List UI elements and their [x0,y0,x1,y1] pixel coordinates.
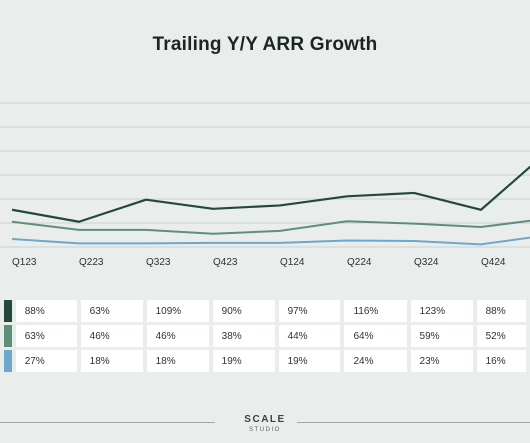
table-cell: 88% [15,300,77,322]
x-tick-label: Q123 [12,257,37,268]
table-cell: 18% [146,350,209,372]
table-cell: 38% [212,325,275,347]
table-cell: 116% [344,300,407,322]
series-line-3 [11,236,530,246]
table-row: 88% 63% 109% 90% 97% 116% 123% 88% [4,300,526,322]
table-cell: 46% [146,325,209,347]
table-cell: 64% [344,325,407,347]
logo-divider-left [0,422,215,423]
table-cell: 109% [146,300,209,322]
table-cell: 63% [80,300,143,322]
logo-divider-right [297,422,530,423]
line-chart: Q123 Q223 Q323 Q423 Q124 Q224 Q324 Q424 [0,102,530,268]
series-line-2 [11,219,530,235]
table-cell: 44% [278,325,341,347]
series-swatch [4,325,12,347]
series-swatch [4,300,12,322]
x-tick-label: Q224 [347,257,372,268]
x-tick-label: Q124 [280,257,305,268]
x-tick-label: Q323 [146,257,171,268]
table-cell: 18% [80,350,143,372]
x-tick-label: Q423 [213,257,238,268]
x-tick-label: Q424 [481,257,506,268]
table-cell: 23% [410,350,473,372]
scale-studio-logo: SCALE STUDIO [0,411,530,435]
x-tick-label: Q324 [414,257,439,268]
series-line-1 [11,165,530,223]
data-table: 88% 63% 109% 90% 97% 116% 123% 88% 63% 46% 46% 38% 4… [0,297,530,375]
table-cell: 63% [15,325,77,347]
table-cell: 27% [15,350,77,372]
table-cell: 88% [476,300,526,322]
table-cell: 19% [278,350,341,372]
table-cell: 16% [476,350,526,372]
x-tick-label: Q223 [79,257,104,268]
table-cell: 59% [410,325,473,347]
table-row: 63% 46% 46% 38% 44% 64% 59% 52% [4,325,526,347]
table-cell: 123% [410,300,473,322]
table-cell: 52% [476,325,526,347]
logo-line2: STUDIO [249,427,281,433]
table-cell: 46% [80,325,143,347]
series-swatch [4,350,12,372]
table-row: 27% 18% 18% 19% 19% 24% 23% 16% [4,350,526,372]
logo-line1: SCALE [244,414,286,425]
table-cell: 19% [212,350,275,372]
table-cell: 97% [278,300,341,322]
table-cell: 24% [344,350,407,372]
table-cell: 90% [212,300,275,322]
chart-title: Trailing Y/Y ARR Growth [152,34,378,55]
